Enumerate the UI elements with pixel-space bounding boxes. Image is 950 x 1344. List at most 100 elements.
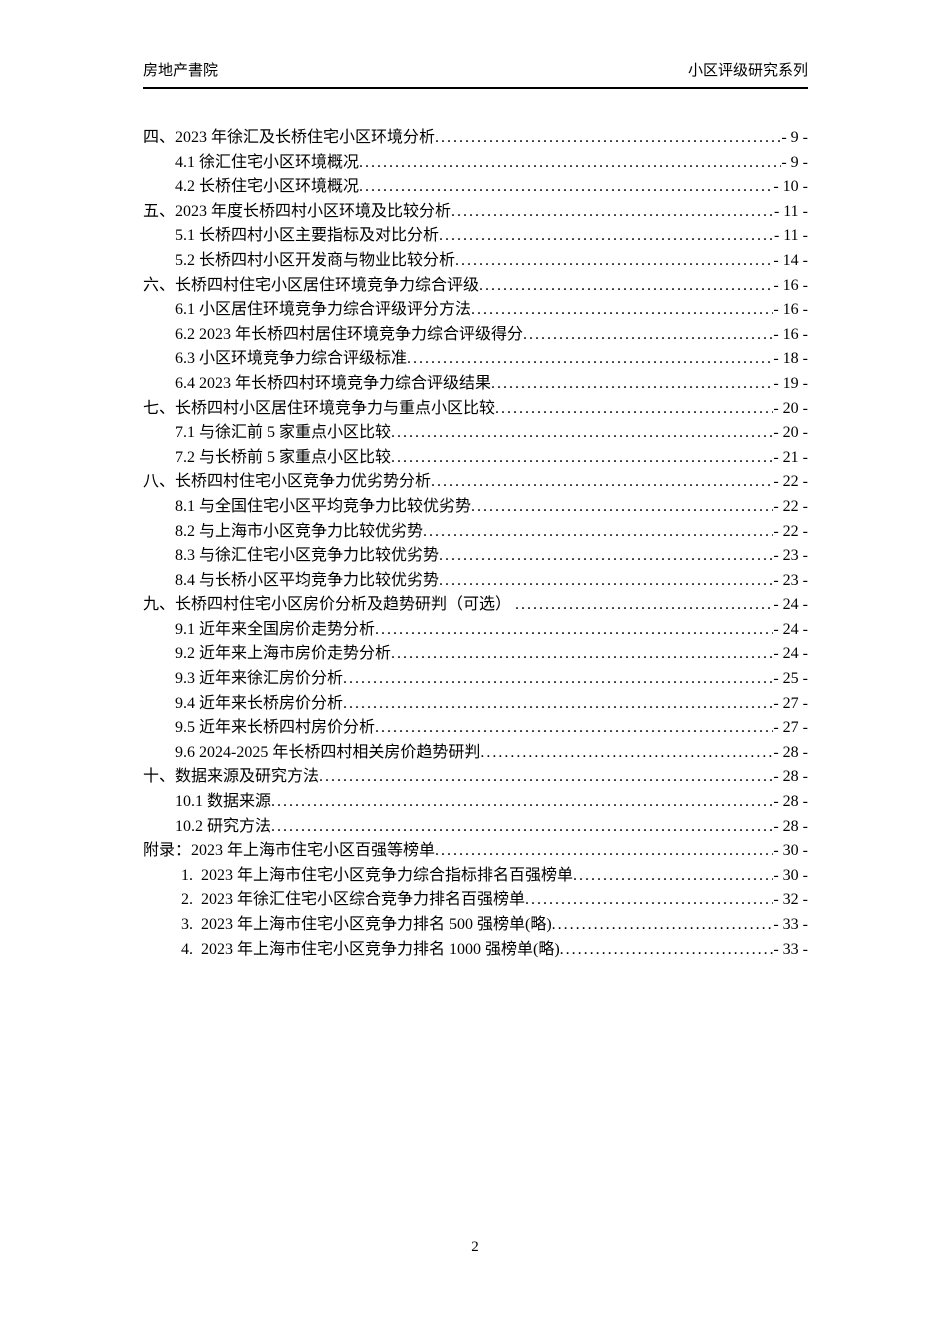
- dot-leader: ........................................…: [479, 276, 774, 294]
- toc-entry[interactable]: 8.2 与上海市小区竞争力比较优劣势......................…: [143, 520, 808, 545]
- toc-entry-page: - 30 -: [773, 842, 808, 860]
- toc-entry-title: 6.4 2023 年长桥四村环境竞争力综合评级结果: [175, 374, 492, 392]
- toc-entry-title: 7.1 与徐汇前 5 家重点小区比较: [175, 424, 392, 442]
- dot-leader: ........................................…: [523, 325, 773, 343]
- toc-entry-page: - 24 -: [773, 596, 808, 614]
- toc-entry[interactable]: 8.4 与长桥小区平均竞争力比较优劣势.....................…: [143, 569, 808, 594]
- dot-leader: ........................................…: [391, 448, 773, 466]
- toc-entry-title: 6.1 小区居住环境竞争力综合评级评分方法: [175, 301, 472, 319]
- toc-entry[interactable]: 10.2 研究方法...............................…: [143, 815, 808, 840]
- toc-entry-page: - 20 -: [773, 399, 808, 417]
- toc-entry[interactable]: 十、数据来源及研究方法.............................…: [143, 765, 808, 790]
- toc-entry-page: - 33 -: [773, 916, 808, 933]
- toc-entry-page: - 11 -: [773, 227, 808, 245]
- toc-entry-title: 9.6 2024-2025 年长桥四村相关房价趋势研判: [175, 743, 481, 761]
- toc-entry-page: - 28 -: [773, 793, 808, 811]
- toc-entry[interactable]: 9.1 近年来全国房价走势分析.........................…: [143, 618, 808, 643]
- toc-entry-page: - 9 -: [781, 153, 808, 171]
- toc-entry[interactable]: 5.1 长桥四村小区主要指标及对比分析.....................…: [143, 224, 808, 249]
- toc-entry-page: - 33 -: [773, 940, 808, 958]
- toc-entry[interactable]: 6.2 2023 年长桥四村居住环境竞争力综合评级得分.............…: [143, 323, 808, 348]
- toc-entry-page: - 32 -: [773, 891, 808, 909]
- toc-entry-page: - 23 -: [773, 571, 808, 589]
- dot-leader: ........................................…: [559, 940, 774, 958]
- toc-entry[interactable]: 七、长桥四村小区居住环境竞争力与重点小区比较..................…: [143, 397, 808, 422]
- dot-leader: ........................................…: [431, 473, 774, 491]
- header-left-title: 房地产書院: [143, 62, 219, 79]
- dot-leader: ........................................…: [491, 374, 774, 392]
- toc-entry-page: - 21 -: [773, 448, 808, 466]
- dot-leader: ........................................…: [375, 620, 773, 638]
- toc-entry[interactable]: 9.2 近年来上海市房价走势分析........................…: [143, 642, 808, 667]
- toc-entry-page: - 23 -: [773, 547, 808, 565]
- toc-entry[interactable]: 7.1 与徐汇前 5 家重点小区比较......................…: [143, 421, 808, 446]
- toc-entry[interactable]: 5.2 长桥四村小区开发商与物业比较分析....................…: [143, 249, 808, 274]
- page-header: 房地产書院 小区评级研究系列: [143, 60, 808, 89]
- toc-entry[interactable]: 7.2 与长桥前 5 家重点小区比较......................…: [143, 446, 808, 471]
- toc-entry-title: 十、数据来源及研究方法: [143, 768, 320, 786]
- dot-leader: ........................................…: [451, 202, 774, 220]
- toc-entry-page: - 16 -: [773, 276, 808, 294]
- toc-entry-title: 8.1 与全国住宅小区平均竞争力比较优劣势: [175, 497, 472, 515]
- toc-entry-title: 6.2 2023 年长桥四村居住环境竞争力综合评级得分: [175, 325, 524, 343]
- toc-entry[interactable]: 五、2023 年度长桥四村小区环境及比较分析..................…: [143, 200, 808, 225]
- dot-leader: ........................................…: [471, 301, 773, 319]
- dot-leader: ........................................…: [423, 522, 773, 540]
- toc-entry-page: - 16 -: [773, 301, 808, 319]
- toc-entry-title: 9.1 近年来全国房价走势分析: [175, 620, 376, 638]
- dot-leader: ........................................…: [343, 670, 773, 688]
- toc-entry[interactable]: 1. 2023 年上海市住宅小区竞争力综合指标排名百强榜单...........…: [143, 864, 808, 889]
- toc-entry-page: - 25 -: [773, 670, 808, 688]
- toc-entry-page: - 30 -: [773, 866, 808, 884]
- dot-leader: ........................................…: [391, 645, 773, 663]
- toc-entry-page: - 16 -: [773, 325, 808, 343]
- dot-leader: ........................................…: [525, 891, 773, 909]
- toc-entry-page: - 28 -: [773, 768, 808, 786]
- toc-entry[interactable]: 10.1 数据来源...............................…: [143, 790, 808, 815]
- toc-entry-title: 9.5 近年来长桥四村房价分析: [175, 719, 376, 737]
- toc-entry[interactable]: 六、长桥四村住宅小区居住环境竞争力综合评级...................…: [143, 274, 808, 299]
- toc-entry[interactable]: 6.3 小区环境竞争力综合评级标准.......................…: [143, 347, 808, 372]
- toc-entry-page: - 27 -: [773, 719, 808, 737]
- toc-entry-title: 4.2 长桥住宅小区环境概况: [175, 178, 360, 196]
- toc-entry[interactable]: 9.6 2024-2025 年长桥四村相关房价趋势研判.............…: [143, 741, 808, 766]
- toc-entry[interactable]: 四、2023 年徐汇及长桥住宅小区环境分析...................…: [143, 126, 808, 151]
- dot-leader: ........................................…: [375, 719, 773, 737]
- toc-entry[interactable]: 八、长桥四村住宅小区竞争力优劣势分析......................…: [143, 470, 808, 495]
- dot-leader: ........................................…: [573, 866, 773, 884]
- dot-leader: ........................................…: [471, 497, 773, 515]
- toc-entry-page: - 10 -: [773, 178, 808, 196]
- toc-entry-title: 5.1 长桥四村小区主要指标及对比分析: [175, 227, 440, 245]
- toc-entry[interactable]: 附录：2023 年上海市住宅小区百强等榜单...................…: [143, 839, 808, 864]
- toc-entry-title: 七、长桥四村小区居住环境竞争力与重点小区比较: [143, 399, 496, 417]
- toc-entry[interactable]: 9.3 近年来徐汇房价分析...........................…: [143, 667, 808, 692]
- toc-entry-page: - 9 -: [781, 129, 808, 146]
- toc-entry[interactable]: 4.1 徐汇住宅小区环境概况..........................…: [143, 151, 808, 176]
- dot-leader: ........................................…: [439, 547, 774, 565]
- toc-entry[interactable]: 8.3 与徐汇住宅小区竞争力比较优劣势.....................…: [143, 544, 808, 569]
- dot-leader: ........................................…: [359, 153, 781, 171]
- toc-entry[interactable]: 4.2 长桥住宅小区环境概况..........................…: [143, 175, 808, 200]
- toc-entry[interactable]: 9.5 近年来长桥四村房价分析.........................…: [143, 716, 808, 741]
- dot-leader: ........................................…: [480, 743, 774, 761]
- toc-entry-title: 5.2 长桥四村小区开发商与物业比较分析: [175, 251, 456, 269]
- toc-entry-title: 4.1 徐汇住宅小区环境概况: [175, 153, 360, 171]
- dot-leader: ........................................…: [515, 596, 774, 614]
- toc-entry-title: 五、2023 年度长桥四村小区环境及比较分析: [143, 202, 452, 220]
- toc-entry-page: - 19 -: [773, 374, 808, 392]
- toc-entry[interactable]: 九、长桥四村住宅小区房价分析及趋势研判（可选） ................…: [143, 593, 808, 618]
- toc-entry-page: - 24 -: [773, 645, 808, 663]
- toc-entry-page: - 28 -: [773, 817, 808, 835]
- toc-entry[interactable]: 2. 2023 年徐汇住宅小区综合竞争力排名百强榜单..............…: [143, 888, 808, 913]
- dot-leader: ........................................…: [407, 350, 774, 368]
- toc-entry[interactable]: 9.4 近年来长桥房价分析...........................…: [143, 692, 808, 717]
- toc-entry[interactable]: 6.4 2023 年长桥四村环境竞争力综合评级结果...............…: [143, 372, 808, 397]
- toc-entry[interactable]: 6.1 小区居住环境竞争力综合评级评分方法...................…: [143, 298, 808, 323]
- toc-entry[interactable]: 8.1 与全国住宅小区平均竞争力比较优劣势...................…: [143, 495, 808, 520]
- toc-entry[interactable]: 4. 2023 年上海市住宅小区竞争力排名 1000 强榜单(略).......…: [143, 938, 808, 963]
- toc-entry-title: 3. 2023 年上海市住宅小区竞争力排名 500 强榜单(略): [181, 916, 552, 933]
- toc-entry-title: 8.4 与长桥小区平均竞争力比较优劣势: [175, 571, 440, 589]
- dot-leader: ........................................…: [495, 399, 774, 417]
- toc-entry[interactable]: 3. 2023 年上海市住宅小区竞争力排名 500 强榜单(略)........…: [143, 913, 808, 938]
